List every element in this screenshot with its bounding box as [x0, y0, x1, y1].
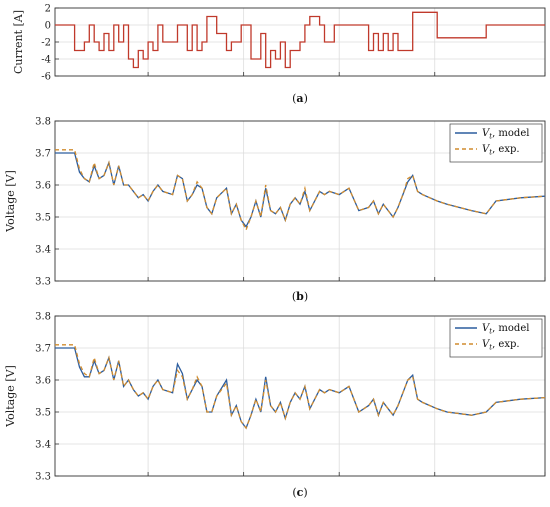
y-tick-label: 3.8 — [35, 312, 51, 323]
y-tick-label: 3.7 — [35, 344, 51, 355]
legend-label-1: Vt, model — [482, 128, 529, 141]
y-tick-label: 0 — [45, 21, 51, 32]
y-tick-label: -6 — [41, 72, 51, 83]
y-tick-label: 3.4 — [35, 440, 51, 451]
y-tick-label: 3.5 — [35, 408, 51, 419]
series-line-1 — [55, 152, 545, 228]
axes-frame — [54, 120, 546, 282]
legend-box — [449, 123, 543, 163]
y-tick-label: -2 — [41, 38, 51, 49]
y-axis-label: Voltage [V] — [4, 170, 17, 233]
legend-label-2: Vt, exp. — [482, 339, 520, 352]
legend-label-1: Vt, model — [482, 323, 529, 336]
y-tick-label: 3.6 — [35, 376, 51, 387]
axes-frame — [54, 315, 546, 477]
y-tick-label: 3.3 — [35, 277, 51, 288]
y-tick-label: 3.7 — [35, 149, 51, 160]
legend: Vt, model Vt, exp. — [449, 123, 543, 163]
series-line-1 — [55, 11, 545, 69]
y-tick-label: 3.4 — [35, 245, 51, 256]
y-axis-label: Current [A] — [12, 10, 25, 74]
y-tick-label: 2 — [45, 4, 51, 15]
panel-label: (c) — [292, 486, 307, 499]
panel-a: 2 0 -2 -4 -6 Current [A] (a) — [12, 4, 546, 105]
y-axis-label: Voltage [V] — [4, 365, 17, 428]
panel-label: (a) — [292, 92, 308, 105]
y-tick-label: 3.5 — [35, 213, 51, 224]
y-tick-label: -4 — [41, 55, 51, 66]
legend-label-2: Vt, exp. — [482, 144, 520, 157]
series-line-2 — [55, 149, 545, 232]
series-line-2 — [55, 344, 545, 430]
y-tick-label: 3.3 — [35, 472, 51, 483]
legend-box — [449, 318, 543, 358]
legend: Vt, model Vt, exp. — [449, 318, 543, 358]
panel-label: (b) — [292, 290, 308, 303]
series-line-1 — [55, 347, 545, 430]
y-tick-label: 3.6 — [35, 181, 51, 192]
y-tick-label: 3.8 — [35, 117, 51, 128]
